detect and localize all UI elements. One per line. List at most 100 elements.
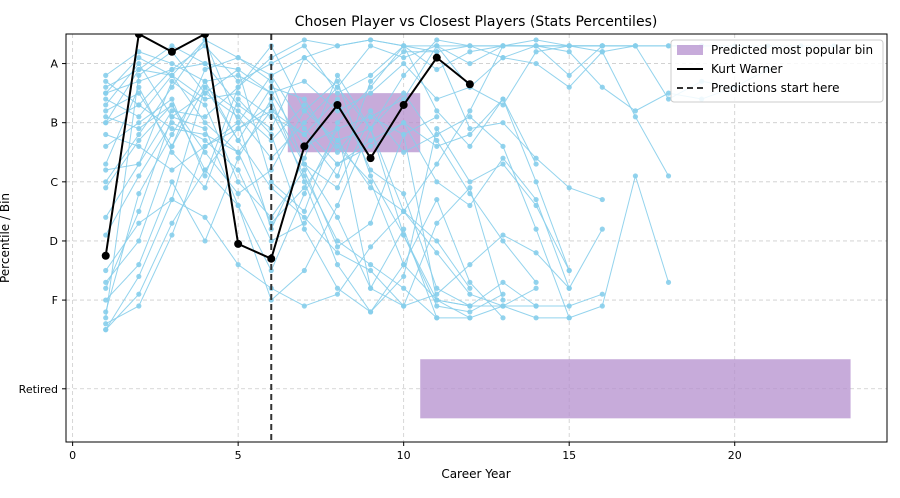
comparison-point — [169, 196, 175, 203]
comparison-point — [367, 244, 374, 250]
comparison-point — [136, 273, 142, 280]
comparison-point — [103, 285, 109, 291]
comparison-point — [334, 84, 341, 90]
comparison-point — [500, 43, 506, 49]
comparison-point — [367, 173, 374, 179]
comparison-point — [367, 309, 374, 315]
comparison-point — [434, 220, 440, 226]
comparison-point — [202, 167, 208, 173]
comparison-point — [367, 126, 374, 132]
comparison-point — [169, 126, 175, 132]
kurt-warner-point — [432, 53, 441, 62]
comparison-point — [136, 90, 142, 96]
comparison-point — [202, 137, 208, 144]
comparison-point — [202, 114, 208, 120]
comparison-point — [268, 297, 274, 303]
x-tick-label: 10 — [397, 449, 411, 462]
comparison-point — [401, 273, 407, 280]
comparison-point — [665, 173, 672, 179]
comparison-point — [235, 90, 241, 96]
comparison-point — [467, 114, 473, 120]
comparison-point — [467, 262, 473, 268]
comparison-point — [334, 250, 341, 256]
comparison-point — [136, 131, 142, 138]
comparison-point — [334, 137, 341, 144]
comparison-point — [202, 66, 208, 73]
comparison-point — [533, 315, 539, 321]
comparison-point — [169, 84, 175, 90]
comparison-point — [235, 167, 241, 173]
comparison-point — [434, 108, 440, 114]
comparison-point — [301, 185, 307, 191]
comparison-line — [105, 45, 603, 171]
legend: Predicted most popular bin Kurt Warner Pre… — [670, 39, 884, 103]
comparison-point — [599, 49, 605, 55]
comparison-point — [103, 84, 109, 90]
comparison-point — [367, 262, 374, 268]
comparison-point — [136, 60, 142, 67]
comparison-point — [169, 96, 175, 102]
comparison-point — [566, 49, 572, 55]
kurt-warner-point — [399, 100, 408, 109]
comparison-point — [235, 84, 241, 90]
comparison-point — [434, 238, 440, 244]
comparison-point — [103, 297, 109, 303]
comparison-point — [632, 43, 639, 49]
comparison-point — [401, 90, 407, 96]
y-tick-label: B — [50, 117, 58, 130]
comparison-point — [268, 220, 274, 226]
comparison-point — [202, 120, 208, 126]
comparison-point — [401, 55, 407, 61]
comparison-point — [500, 238, 506, 244]
comparison-point — [136, 78, 142, 84]
comparison-point — [434, 196, 440, 203]
comparison-point — [401, 303, 407, 309]
comparison-point — [434, 297, 440, 303]
comparison-point — [401, 43, 407, 49]
y-tick-label: Retired — [19, 383, 58, 396]
comparison-point — [367, 285, 374, 291]
comparison-point — [434, 303, 440, 309]
comparison-point — [235, 55, 241, 61]
comparison-point — [434, 49, 440, 55]
comparison-point — [301, 55, 307, 61]
comparison-point — [136, 262, 142, 268]
comparison-point — [301, 191, 307, 197]
comparison-point — [599, 291, 605, 297]
comparison-point — [500, 96, 506, 102]
kurt-warner-point — [234, 239, 243, 248]
comparison-point — [103, 72, 109, 78]
comparison-point — [467, 202, 473, 209]
comparison-point — [268, 179, 274, 185]
comparison-point — [301, 173, 307, 179]
comparison-point — [169, 179, 175, 185]
comparison-point — [103, 167, 109, 173]
comparison-point — [566, 84, 572, 90]
y-tick-label: A — [50, 58, 58, 71]
comparison-point — [301, 267, 307, 274]
comparison-point — [301, 78, 307, 84]
comparison-point — [301, 226, 307, 232]
comparison-point — [334, 149, 341, 155]
comparison-point — [169, 72, 175, 78]
predicted-bins — [287, 93, 851, 419]
comparison-point — [367, 143, 374, 149]
comparison-point — [202, 214, 208, 220]
comparison-point — [467, 143, 473, 149]
comparison-point — [401, 285, 407, 291]
comparison-point — [235, 179, 241, 185]
comparison-point — [467, 179, 473, 185]
comparison-point — [367, 37, 374, 43]
comparison-point — [434, 285, 440, 291]
comparison-point — [434, 161, 440, 167]
comparison-point — [136, 291, 142, 297]
comparison-point — [367, 267, 374, 274]
comparison-point — [566, 267, 572, 274]
comparison-point — [632, 114, 639, 120]
comparison-point — [533, 196, 539, 203]
comparison-point — [401, 191, 407, 197]
comparison-point — [169, 102, 175, 108]
comparison-point — [301, 102, 307, 108]
legend-label: Kurt Warner — [711, 62, 782, 76]
comparison-point — [467, 279, 473, 285]
